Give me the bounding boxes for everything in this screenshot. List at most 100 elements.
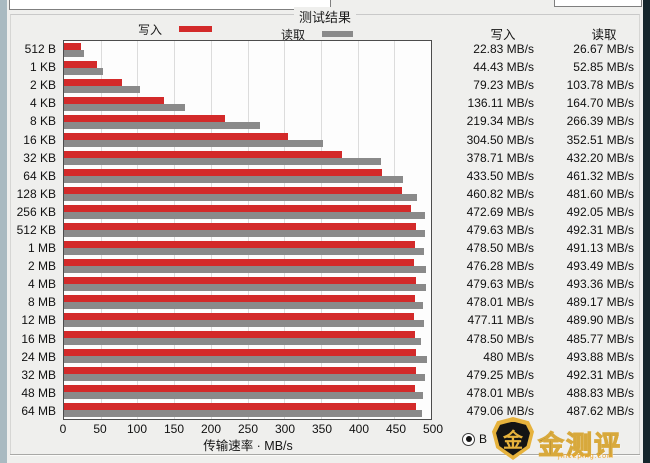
write-value: 304.50 MB/s xyxy=(466,132,534,147)
read-bar xyxy=(64,302,424,309)
write-bar xyxy=(64,79,123,86)
write-value: 478.50 MB/s xyxy=(466,241,534,256)
write-bar xyxy=(64,259,414,266)
write-bar xyxy=(64,367,416,374)
write-bar xyxy=(64,223,417,230)
read-bar xyxy=(64,320,424,327)
result-row: 478.50 MB/s 491.13 MB/s xyxy=(438,239,634,257)
x-axis-title: 传输速率 · MB/s xyxy=(203,439,293,453)
x-tick-label: 200 xyxy=(200,422,222,436)
write-bar xyxy=(64,349,417,356)
write-bar xyxy=(64,133,288,140)
radio-button-icon[interactable] xyxy=(462,432,475,446)
shield-icon: 金 xyxy=(492,417,534,460)
result-row: 478.01 MB/s 488.83 MB/s xyxy=(438,384,634,402)
write-bar xyxy=(64,115,225,122)
read-value: 493.36 MB/s xyxy=(566,277,634,292)
transfer-rate-chart xyxy=(63,40,432,420)
result-row: 304.50 MB/s 352.51 MB/s xyxy=(438,130,634,148)
chart-bars xyxy=(64,41,431,419)
x-axis-ticks: 0 50 100 150 200 250 300 350 400 450 500 xyxy=(60,422,443,436)
write-value: 476.28 MB/s xyxy=(466,259,534,274)
block-size-label: 512 B xyxy=(24,42,56,57)
block-size-label: 512 KB xyxy=(16,222,56,237)
result-row: 478.50 MB/s 485.77 MB/s xyxy=(438,330,634,348)
bar-row xyxy=(64,329,431,347)
shield-glyph: 金 xyxy=(496,421,530,456)
read-bar xyxy=(64,392,423,399)
read-bar xyxy=(64,176,403,183)
read-value: 487.62 MB/s xyxy=(566,403,634,418)
block-size-label: 24 MB xyxy=(21,349,56,364)
result-row: 479.25 MB/s 492.31 MB/s xyxy=(438,366,634,384)
write-bar xyxy=(64,295,415,302)
write-bar xyxy=(64,43,81,50)
result-row: 479.63 MB/s 492.31 MB/s xyxy=(438,221,634,239)
read-value: 488.83 MB/s xyxy=(566,385,634,400)
result-row: 378.71 MB/s 432.20 MB/s xyxy=(438,149,634,167)
read-value: 493.88 MB/s xyxy=(566,349,634,364)
units-radio-label[interactable]: B xyxy=(479,432,488,446)
read-value: 489.17 MB/s xyxy=(566,295,634,310)
x-tick-label: 300 xyxy=(274,422,296,436)
bar-row xyxy=(64,113,431,131)
bar-row xyxy=(64,149,431,167)
write-value: 478.01 MB/s xyxy=(466,385,534,400)
result-row: 44.43 MB/s 52.85 MB/s xyxy=(438,58,634,76)
read-bar xyxy=(64,374,426,381)
results-value-table: 22.83 MB/s 26.67 MB/s 44.43 MB/s 52.85 MB/s… xyxy=(438,40,634,420)
read-bar xyxy=(64,50,84,57)
bar-row xyxy=(64,77,431,95)
units-radio[interactable]: B xyxy=(462,432,487,446)
write-value: 472.69 MB/s xyxy=(466,204,534,219)
x-tick-label: 0 xyxy=(59,422,67,436)
read-value: 52.85 MB/s xyxy=(573,60,634,75)
bar-row xyxy=(64,347,431,365)
read-value: 489.90 MB/s xyxy=(566,313,634,328)
read-value: 461.32 MB/s xyxy=(566,168,634,183)
block-size-label: 8 KB xyxy=(29,114,56,129)
read-value: 164.70 MB/s xyxy=(566,96,634,111)
block-size-label: 64 MB xyxy=(21,403,56,418)
block-size-label: 64 KB xyxy=(23,168,56,183)
bar-row xyxy=(64,59,431,77)
write-bar xyxy=(64,97,164,104)
results-groupbox: 测试结果 xyxy=(10,7,640,454)
write-bar xyxy=(64,385,415,392)
result-row: 478.01 MB/s 489.17 MB/s xyxy=(438,293,634,311)
watermark-brand-text: 金测评 xyxy=(537,430,623,461)
bar-row xyxy=(64,185,431,203)
write-value: 79.23 MB/s xyxy=(473,78,534,93)
bar-row xyxy=(64,293,431,311)
read-bar xyxy=(64,248,425,255)
bar-row xyxy=(64,95,431,113)
window-left-edge xyxy=(0,0,7,463)
bar-row xyxy=(64,41,431,59)
write-value: 479.63 MB/s xyxy=(466,277,534,292)
write-bar xyxy=(64,151,342,158)
read-bar xyxy=(64,284,427,291)
groupbox-title: 测试结果 xyxy=(293,7,357,26)
write-value: 44.43 MB/s xyxy=(473,60,534,75)
read-value: 492.31 MB/s xyxy=(566,367,634,382)
block-size-label: 1 KB xyxy=(29,60,56,75)
watermark-site-text: jinceping.com xyxy=(558,453,614,460)
bar-row xyxy=(64,131,431,149)
bar-row xyxy=(64,257,431,275)
legend-read-swatch xyxy=(322,31,353,37)
block-size-label: 16 KB xyxy=(23,132,56,147)
read-value: 266.39 MB/s xyxy=(566,114,634,129)
result-row: 479.06 MB/s 487.62 MB/s xyxy=(438,402,634,420)
read-bar xyxy=(64,230,426,237)
write-bar xyxy=(64,205,411,212)
read-value: 352.51 MB/s xyxy=(566,132,634,147)
block-size-label: 12 MB xyxy=(21,313,56,328)
read-column-header: 读取 xyxy=(591,28,617,42)
read-bar xyxy=(64,158,382,165)
result-row: 79.23 MB/s 103.78 MB/s xyxy=(438,76,634,94)
write-bar xyxy=(64,313,415,320)
legend-write-swatch xyxy=(179,26,212,32)
write-bar xyxy=(64,187,403,194)
write-value: 478.01 MB/s xyxy=(466,295,534,310)
block-size-label: 2 KB xyxy=(29,78,56,93)
